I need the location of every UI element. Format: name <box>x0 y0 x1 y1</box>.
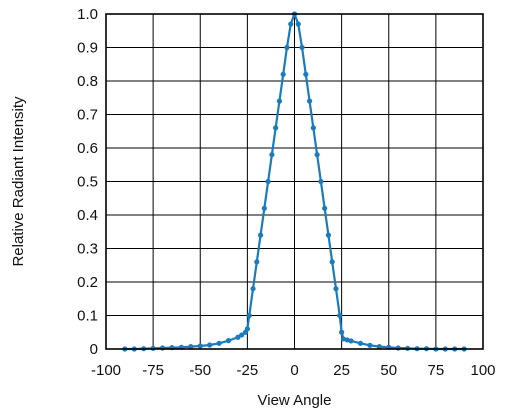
data-point <box>246 312 252 319</box>
data-point <box>250 286 256 292</box>
data-point <box>280 71 286 77</box>
y-tick-label: 0.1 <box>77 308 98 325</box>
data-point <box>367 342 373 348</box>
y-tick-label: 0.6 <box>77 140 98 157</box>
y-tick-label: 0.4 <box>77 207 98 224</box>
x-tick-label: 25 <box>333 362 350 379</box>
data-point <box>239 332 245 338</box>
y-axis-title: Relative Radiant Intensity <box>10 96 27 267</box>
x-tick-label: 50 <box>380 362 397 379</box>
y-tick-label: 0.5 <box>77 174 98 191</box>
y-tick-label: 1.0 <box>77 6 98 23</box>
data-point <box>357 340 364 346</box>
x-axis-tick-labels: -100 -75 -50 -25 0 25 50 75 100 <box>91 362 496 379</box>
data-point <box>339 329 345 335</box>
y-tick-label: 0.9 <box>77 40 98 57</box>
data-point <box>197 343 203 349</box>
y-tick-label: 0.3 <box>77 241 98 258</box>
data-point <box>261 205 267 211</box>
x-tick-label: -75 <box>142 362 164 379</box>
data-point <box>265 178 271 185</box>
data-point <box>159 345 166 351</box>
y-tick-label: 0.8 <box>77 73 98 90</box>
data-point <box>254 259 260 265</box>
data-point <box>188 344 194 350</box>
data-point <box>395 345 401 351</box>
x-axis-title: View Angle <box>258 392 332 409</box>
x-tick-label: 100 <box>470 362 495 379</box>
data-point <box>310 125 316 131</box>
x-tick-label: 0 <box>290 362 298 379</box>
data-point <box>225 338 232 344</box>
data-point <box>303 71 309 77</box>
x-tick-label: -25 <box>237 362 259 379</box>
data-point <box>207 342 213 348</box>
x-tick-label: -100 <box>91 362 121 379</box>
data-point <box>314 152 320 158</box>
x-tick-label: -50 <box>189 362 211 379</box>
data-point <box>269 152 275 158</box>
x-tick-label: 75 <box>428 362 445 379</box>
data-point <box>257 232 264 238</box>
data-point <box>322 205 328 211</box>
data-point <box>333 286 339 292</box>
plot-area-frame <box>105 13 484 350</box>
y-axis-tick-labels: 0 0.1 0.2 0.3 0.4 0.5 0.6 0.7 0.8 0.9 1.0 <box>77 6 98 358</box>
data-point <box>295 21 301 27</box>
data-point <box>273 125 279 131</box>
y-tick-label: 0.7 <box>77 107 98 124</box>
data-point <box>216 340 222 346</box>
data-point <box>244 326 250 332</box>
data-point <box>318 178 324 185</box>
data-point <box>337 312 343 319</box>
data-point <box>299 44 305 51</box>
data-point <box>329 259 335 265</box>
data-point <box>348 338 354 344</box>
y-tick-label: 0 <box>90 341 98 358</box>
y-tick-label: 0.2 <box>77 274 98 291</box>
data-point <box>288 21 294 27</box>
data-point <box>276 98 283 104</box>
data-point <box>235 334 241 340</box>
data-point <box>284 44 290 51</box>
grid-lines <box>106 14 483 349</box>
data-point <box>325 232 332 238</box>
data-point <box>306 98 313 104</box>
data-point <box>376 344 382 350</box>
